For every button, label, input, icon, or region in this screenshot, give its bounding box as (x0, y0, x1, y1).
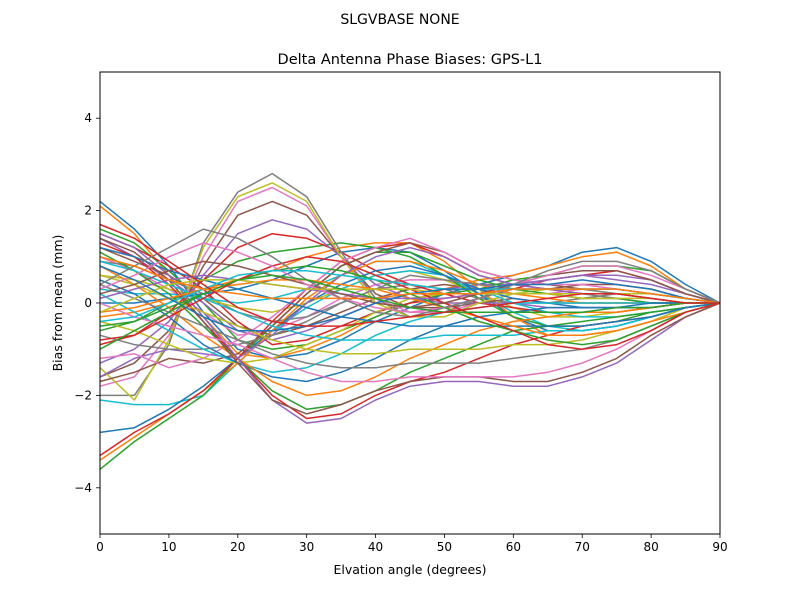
y-tick-label: 4 (84, 111, 92, 125)
x-tick-label: 10 (161, 540, 176, 554)
x-tick-label: 70 (575, 540, 590, 554)
series-line-37 (99, 302, 721, 383)
y-axis-label: Bias from mean (mm) (50, 235, 65, 372)
x-axis: 0 10 20 30 40 50 60 70 80 90 (96, 534, 728, 554)
x-tick-label: 80 (643, 540, 658, 554)
y-tick-label: 2 (84, 204, 92, 218)
x-tick-label: 40 (368, 540, 383, 554)
y-tick-label: −2 (74, 388, 92, 402)
x-axis-label: Elvation angle (degrees) (333, 562, 486, 577)
x-tick-label: 50 (437, 540, 452, 554)
series-line-53 (99, 274, 720, 350)
chart-suptitle: SLGVBASE NONE (340, 12, 459, 28)
x-tick-label: 30 (299, 540, 314, 554)
x-tick-label: 60 (506, 540, 521, 554)
y-axis: 4 2 0 −2 −4 (74, 111, 100, 495)
x-tick-label: 90 (712, 540, 727, 554)
series-line-52 (99, 256, 721, 304)
y-tick-label: 0 (84, 296, 92, 310)
y-tick-label: −4 (74, 481, 92, 495)
x-tick-label: 20 (230, 540, 245, 554)
series-line-30 (99, 293, 720, 374)
series-line-45 (99, 274, 721, 304)
chart-title: Delta Antenna Phase Biases: GPS-L1 (278, 52, 543, 68)
x-tick-label: 0 (96, 540, 104, 554)
plot-area (99, 172, 721, 470)
series-line-36 (99, 237, 721, 415)
series-line-54 (99, 223, 720, 327)
series-line-47 (99, 242, 721, 313)
